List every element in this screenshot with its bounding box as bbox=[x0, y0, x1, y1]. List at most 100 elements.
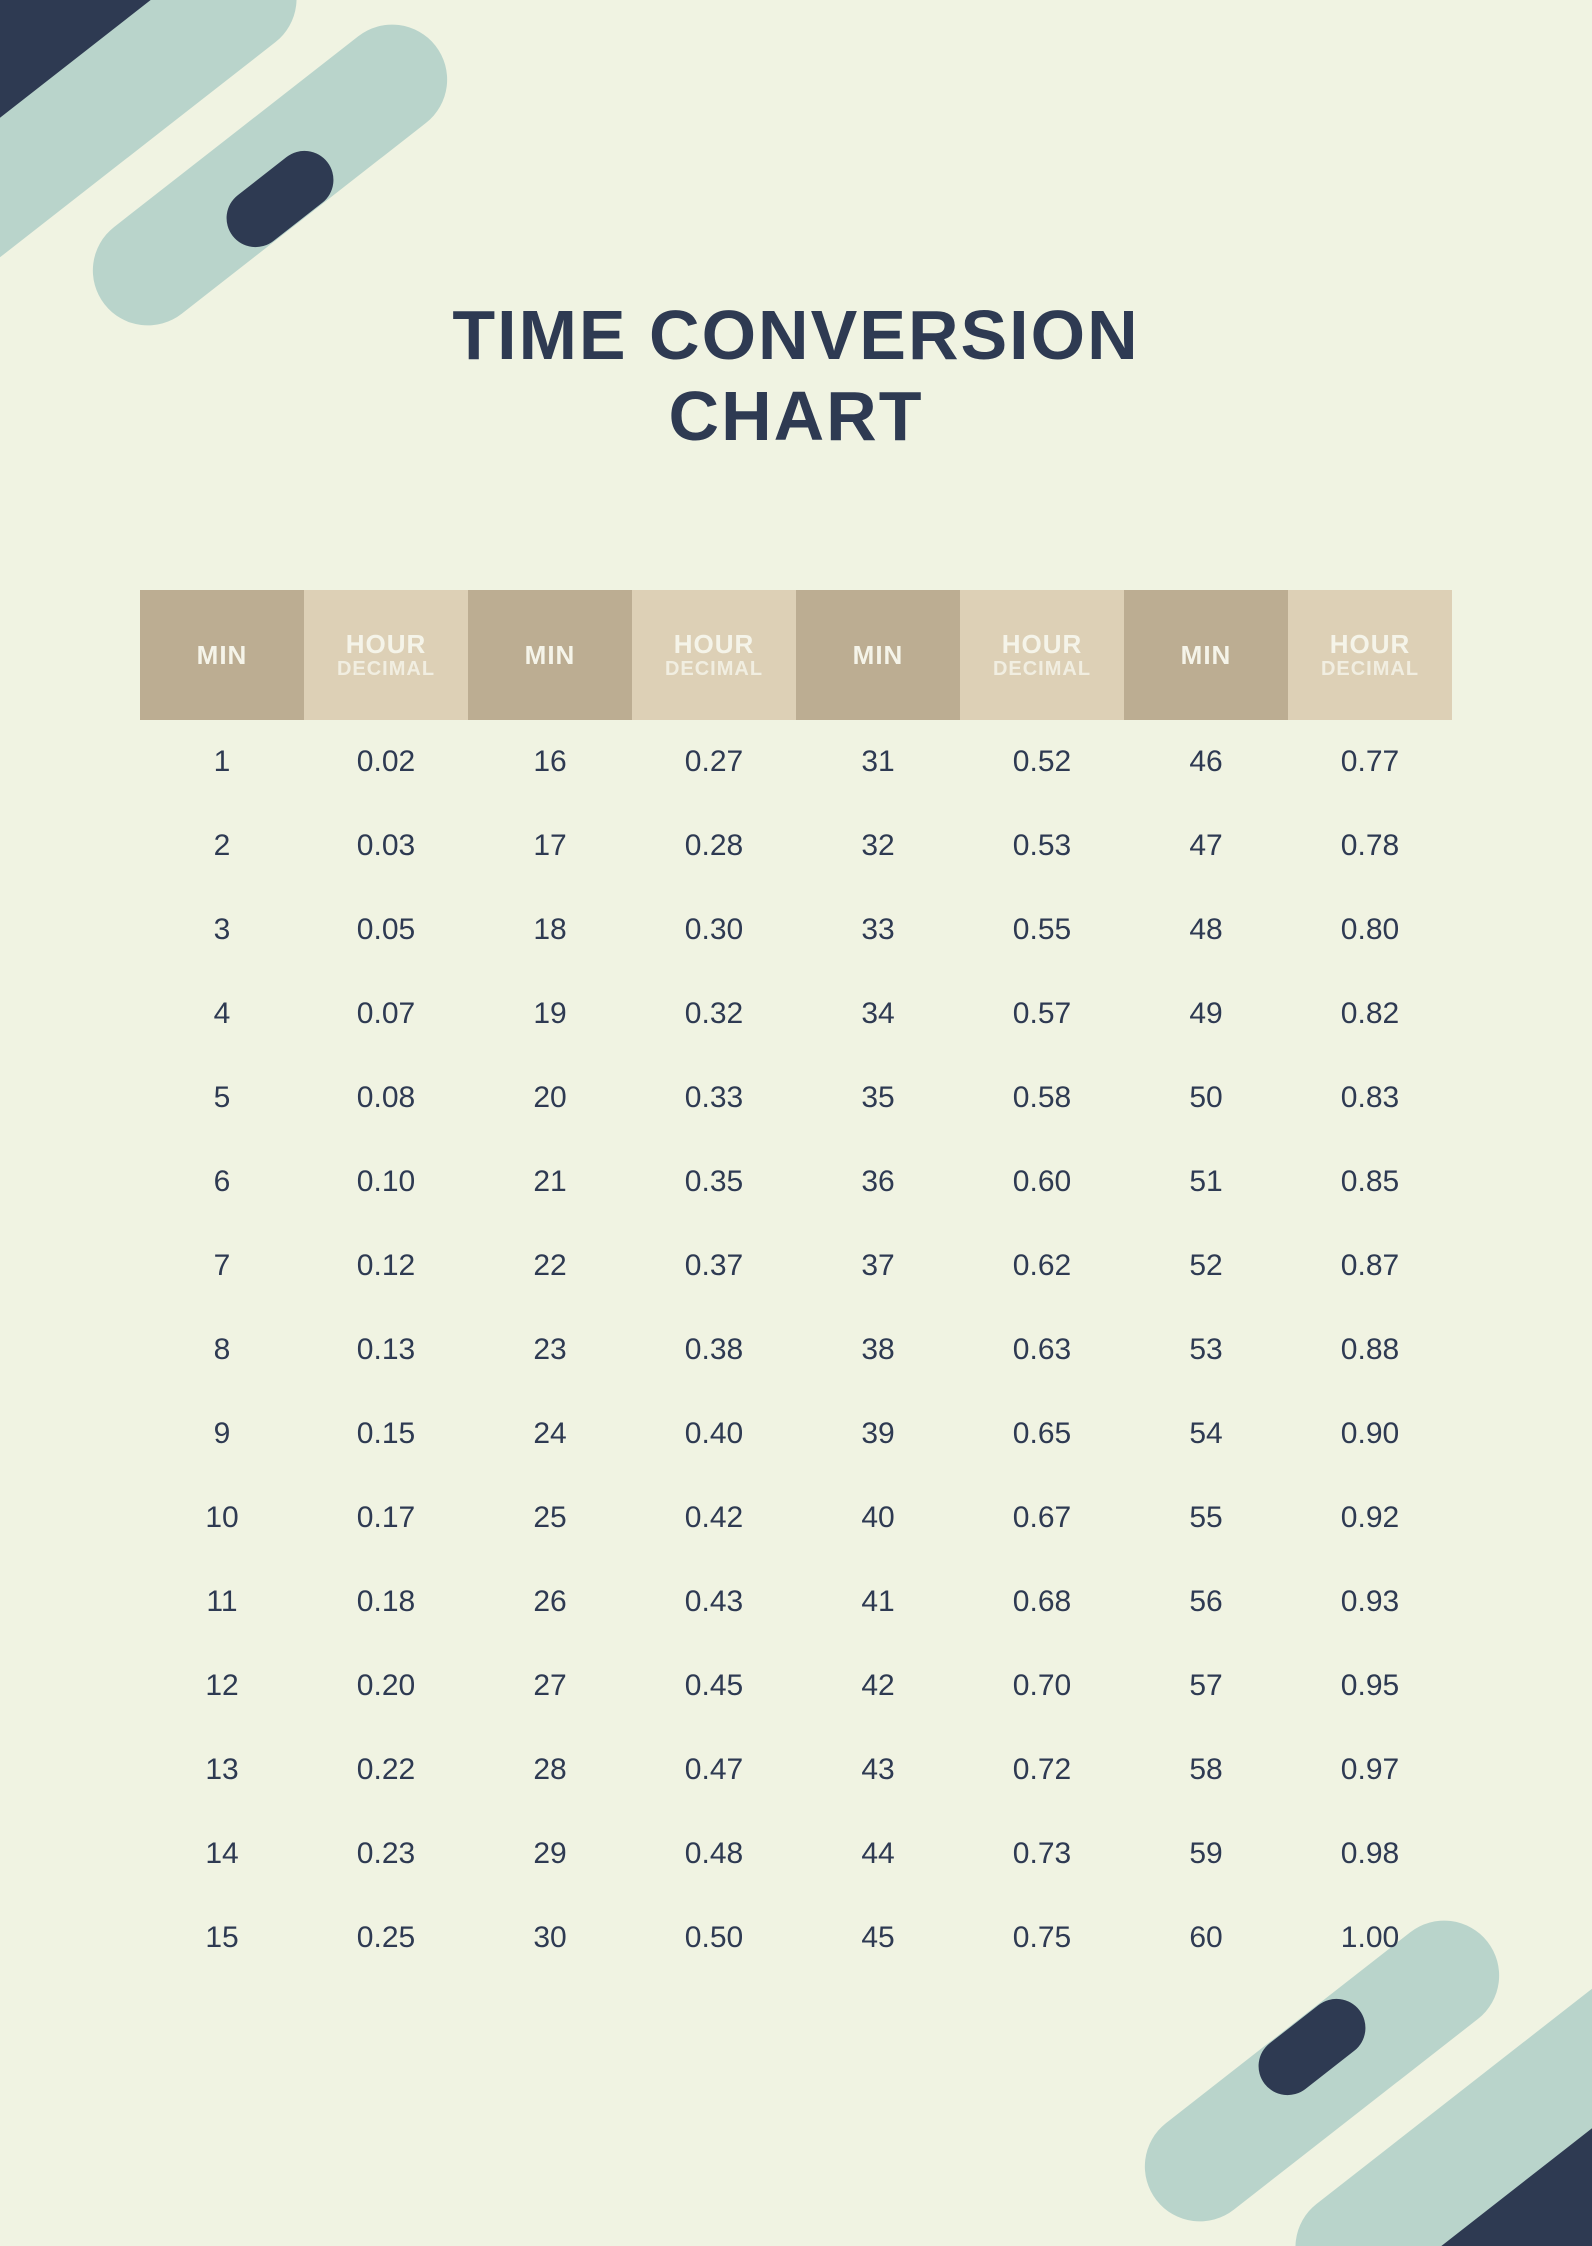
table-row: 60.10210.35360.60510.85 bbox=[140, 1140, 1452, 1224]
table-cell: 0.38 bbox=[632, 1308, 796, 1392]
table-cell: 0.63 bbox=[960, 1308, 1124, 1392]
column-header-hour: HOURDECIMAL bbox=[632, 590, 796, 720]
table-row: 150.25300.50450.75601.00 bbox=[140, 1896, 1452, 1980]
table-cell: 0.10 bbox=[304, 1140, 468, 1224]
table-cell: 0.32 bbox=[632, 972, 796, 1056]
table-cell: 32 bbox=[796, 804, 960, 888]
table-body: 10.02160.27310.52460.7720.03170.28320.53… bbox=[140, 720, 1452, 1980]
table-cell: 0.65 bbox=[960, 1392, 1124, 1476]
column-header-min: MIN bbox=[140, 590, 304, 720]
table-cell: 0.82 bbox=[1288, 972, 1452, 1056]
table-cell: 0.75 bbox=[960, 1896, 1124, 1980]
table-cell: 60 bbox=[1124, 1896, 1288, 1980]
table-cell: 0.18 bbox=[304, 1560, 468, 1644]
table-cell: 0.37 bbox=[632, 1224, 796, 1308]
table-cell: 0.15 bbox=[304, 1392, 468, 1476]
table-cell: 0.08 bbox=[304, 1056, 468, 1140]
table-cell: 0.35 bbox=[632, 1140, 796, 1224]
table-cell: 0.83 bbox=[1288, 1056, 1452, 1140]
table-cell: 49 bbox=[1124, 972, 1288, 1056]
table-cell: 0.40 bbox=[632, 1392, 796, 1476]
title-line-1: TIME CONVERSION bbox=[452, 296, 1139, 374]
table-cell: 0.68 bbox=[960, 1560, 1124, 1644]
page-title: TIME CONVERSION CHART bbox=[0, 295, 1592, 456]
table-cell: 0.28 bbox=[632, 804, 796, 888]
table-cell: 44 bbox=[796, 1812, 960, 1896]
table-cell: 11 bbox=[140, 1560, 304, 1644]
table-cell: 0.27 bbox=[632, 720, 796, 804]
table-cell: 0.52 bbox=[960, 720, 1124, 804]
table-cell: 0.43 bbox=[632, 1560, 796, 1644]
table-cell: 2 bbox=[140, 804, 304, 888]
table-cell: 5 bbox=[140, 1056, 304, 1140]
table-cell: 43 bbox=[796, 1728, 960, 1812]
table-cell: 0.90 bbox=[1288, 1392, 1452, 1476]
table-cell: 45 bbox=[796, 1896, 960, 1980]
table-cell: 56 bbox=[1124, 1560, 1288, 1644]
column-header-min: MIN bbox=[1124, 590, 1288, 720]
table-cell: 6 bbox=[140, 1140, 304, 1224]
table-cell: 0.48 bbox=[632, 1812, 796, 1896]
table-cell: 0.70 bbox=[960, 1644, 1124, 1728]
column-header-hour: HOURDECIMAL bbox=[304, 590, 468, 720]
table-cell: 57 bbox=[1124, 1644, 1288, 1728]
table-row: 50.08200.33350.58500.83 bbox=[140, 1056, 1452, 1140]
navy-triangle-icon bbox=[1392, 2046, 1592, 2246]
table-cell: 42 bbox=[796, 1644, 960, 1728]
table-cell: 18 bbox=[468, 888, 632, 972]
table-cell: 50 bbox=[1124, 1056, 1288, 1140]
table-row: 130.22280.47430.72580.97 bbox=[140, 1728, 1452, 1812]
table-cell: 36 bbox=[796, 1140, 960, 1224]
table-cell: 0.92 bbox=[1288, 1476, 1452, 1560]
table-cell: 1.00 bbox=[1288, 1896, 1452, 1980]
table-cell: 0.67 bbox=[960, 1476, 1124, 1560]
page: TIME CONVERSION CHART MINHOURDECIMALMINH… bbox=[0, 0, 1592, 2246]
table-cell: 4 bbox=[140, 972, 304, 1056]
table-cell: 29 bbox=[468, 1812, 632, 1896]
table-cell: 28 bbox=[468, 1728, 632, 1812]
table-row: 80.13230.38380.63530.88 bbox=[140, 1308, 1452, 1392]
table-cell: 20 bbox=[468, 1056, 632, 1140]
table-cell: 0.72 bbox=[960, 1728, 1124, 1812]
table-cell: 0.93 bbox=[1288, 1560, 1452, 1644]
table-cell: 27 bbox=[468, 1644, 632, 1728]
column-header-hour: HOURDECIMAL bbox=[1288, 590, 1452, 720]
table-cell: 15 bbox=[140, 1896, 304, 1980]
table-cell: 0.98 bbox=[1288, 1812, 1452, 1896]
table-cell: 35 bbox=[796, 1056, 960, 1140]
table-cell: 8 bbox=[140, 1308, 304, 1392]
table-cell: 55 bbox=[1124, 1476, 1288, 1560]
table-cell: 13 bbox=[140, 1728, 304, 1812]
table-cell: 0.30 bbox=[632, 888, 796, 972]
table-cell: 12 bbox=[140, 1644, 304, 1728]
table-cell: 33 bbox=[796, 888, 960, 972]
table-cell: 0.55 bbox=[960, 888, 1124, 972]
column-header-hour: HOURDECIMAL bbox=[960, 590, 1124, 720]
table-cell: 1 bbox=[140, 720, 304, 804]
table-cell: 0.25 bbox=[304, 1896, 468, 1980]
conversion-table: MINHOURDECIMALMINHOURDECIMALMINHOURDECIM… bbox=[140, 590, 1452, 1980]
table-cell: 0.78 bbox=[1288, 804, 1452, 888]
table-cell: 58 bbox=[1124, 1728, 1288, 1812]
table-cell: 41 bbox=[796, 1560, 960, 1644]
table-cell: 52 bbox=[1124, 1224, 1288, 1308]
table-cell: 0.77 bbox=[1288, 720, 1452, 804]
table-cell: 19 bbox=[468, 972, 632, 1056]
table-row: 120.20270.45420.70570.95 bbox=[140, 1644, 1452, 1728]
table-cell: 39 bbox=[796, 1392, 960, 1476]
table-cell: 59 bbox=[1124, 1812, 1288, 1896]
column-header-min: MIN bbox=[468, 590, 632, 720]
table-cell: 0.62 bbox=[960, 1224, 1124, 1308]
table-cell: 25 bbox=[468, 1476, 632, 1560]
table-header: MINHOURDECIMALMINHOURDECIMALMINHOURDECIM… bbox=[140, 590, 1452, 720]
table-row: 100.17250.42400.67550.92 bbox=[140, 1476, 1452, 1560]
table-cell: 54 bbox=[1124, 1392, 1288, 1476]
time-conversion-table: MINHOURDECIMALMINHOURDECIMALMINHOURDECIM… bbox=[140, 590, 1452, 1980]
table-cell: 10 bbox=[140, 1476, 304, 1560]
table-cell: 0.03 bbox=[304, 804, 468, 888]
table-row: 70.12220.37370.62520.87 bbox=[140, 1224, 1452, 1308]
table-row: 20.03170.28320.53470.78 bbox=[140, 804, 1452, 888]
table-cell: 0.60 bbox=[960, 1140, 1124, 1224]
table-cell: 0.07 bbox=[304, 972, 468, 1056]
table-cell: 51 bbox=[1124, 1140, 1288, 1224]
